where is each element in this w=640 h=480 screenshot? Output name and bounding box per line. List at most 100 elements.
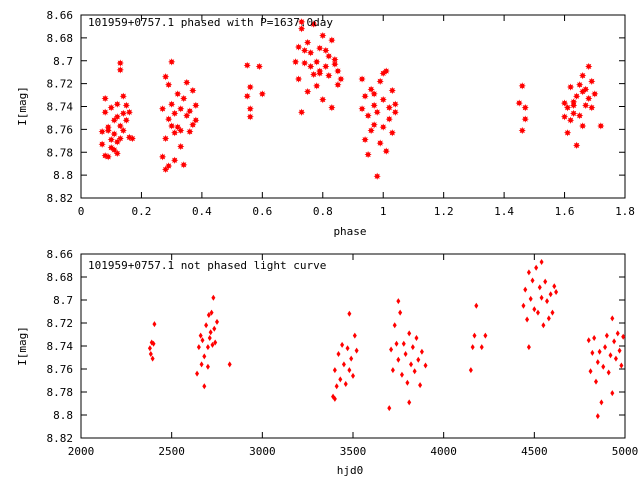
data-point	[521, 302, 526, 309]
data-point	[579, 122, 587, 130]
data-point	[313, 58, 321, 66]
data-point	[331, 56, 339, 64]
data-point	[379, 69, 387, 77]
data-point	[585, 94, 593, 103]
data-point	[301, 59, 309, 67]
data-point	[113, 149, 121, 157]
data-point	[358, 75, 366, 83]
data-point	[150, 355, 155, 362]
data-point	[521, 104, 529, 112]
data-point	[550, 309, 555, 316]
data-point	[104, 123, 112, 131]
data-point	[345, 345, 350, 352]
y-tick-label: 8.74	[47, 101, 74, 114]
data-point	[104, 153, 112, 161]
y-tick-label: 8.78	[47, 146, 74, 159]
data-point	[518, 82, 526, 90]
data-point	[162, 73, 170, 81]
x-tick-label: 3500	[340, 445, 367, 458]
data-point	[113, 113, 121, 121]
data-point	[595, 359, 600, 366]
y-axis-label: I[mag]	[16, 86, 29, 126]
data-point	[322, 62, 330, 71]
data-point	[474, 302, 479, 309]
data-point	[595, 413, 600, 420]
data-point	[560, 99, 569, 107]
x-tick-label: 4000	[430, 445, 457, 458]
data-point	[205, 363, 210, 370]
data-point	[388, 86, 396, 95]
data-point	[128, 134, 136, 143]
data-point	[200, 337, 205, 344]
data-point	[518, 126, 526, 135]
data-point	[399, 371, 404, 378]
data-point	[322, 46, 330, 55]
data-point	[165, 115, 173, 123]
data-point	[180, 94, 188, 103]
data-point	[162, 134, 170, 143]
x-tick-label: 0.8	[313, 205, 333, 218]
data-point	[521, 115, 529, 123]
data-point	[331, 60, 339, 68]
data-point	[361, 92, 369, 100]
data-point	[198, 332, 203, 339]
data-point	[295, 75, 303, 83]
data-point	[591, 90, 599, 98]
data-point	[332, 367, 337, 374]
plot-title: 101959+0757.1 not phased light curve	[88, 259, 326, 272]
data-point	[599, 399, 604, 406]
data-point	[334, 67, 342, 75]
data-point	[534, 264, 539, 271]
data-point	[573, 141, 581, 149]
y-tick-label: 8.76	[47, 363, 74, 376]
data-point	[537, 284, 542, 291]
data-point	[189, 86, 197, 95]
data-point	[530, 277, 535, 284]
data-point	[189, 121, 197, 129]
data-point	[398, 309, 403, 316]
data-point	[110, 130, 118, 138]
data-point	[338, 376, 343, 383]
data-point	[101, 108, 109, 116]
data-point	[468, 367, 473, 374]
data-point	[373, 172, 381, 180]
data-point	[617, 347, 622, 354]
data-point	[316, 69, 324, 77]
data-point	[313, 82, 321, 90]
data-point	[210, 341, 215, 348]
data-point	[588, 104, 596, 112]
data-point	[119, 126, 127, 135]
data-point	[543, 278, 548, 285]
data-point	[370, 90, 378, 98]
data-point	[177, 105, 185, 113]
data-point	[147, 345, 152, 352]
data-point	[394, 340, 399, 347]
y-tick-label: 8.66	[47, 9, 74, 22]
data-point	[560, 113, 569, 121]
data-point	[570, 109, 578, 117]
y-tick-label: 8.8	[53, 409, 73, 422]
data-point	[125, 108, 133, 116]
data-point	[579, 72, 587, 80]
data-point	[171, 109, 179, 117]
data-point	[209, 309, 214, 316]
data-point	[379, 96, 387, 104]
data-point	[539, 294, 544, 301]
data-point	[414, 334, 419, 341]
x-tick-label: 2000	[68, 445, 95, 458]
data-point	[325, 72, 333, 80]
data-point	[116, 59, 124, 67]
y-tick-label: 8.66	[47, 248, 74, 261]
data-point	[349, 355, 354, 362]
x-tick-label: 0	[78, 205, 85, 218]
data-point	[392, 322, 397, 329]
data-point	[258, 90, 266, 98]
data-point	[597, 348, 602, 355]
data-point	[215, 318, 219, 325]
data-point	[601, 363, 606, 370]
data-point	[255, 62, 263, 71]
data-point	[352, 332, 357, 339]
data-point	[401, 340, 406, 347]
data-point	[563, 104, 572, 112]
data-point	[171, 156, 179, 164]
